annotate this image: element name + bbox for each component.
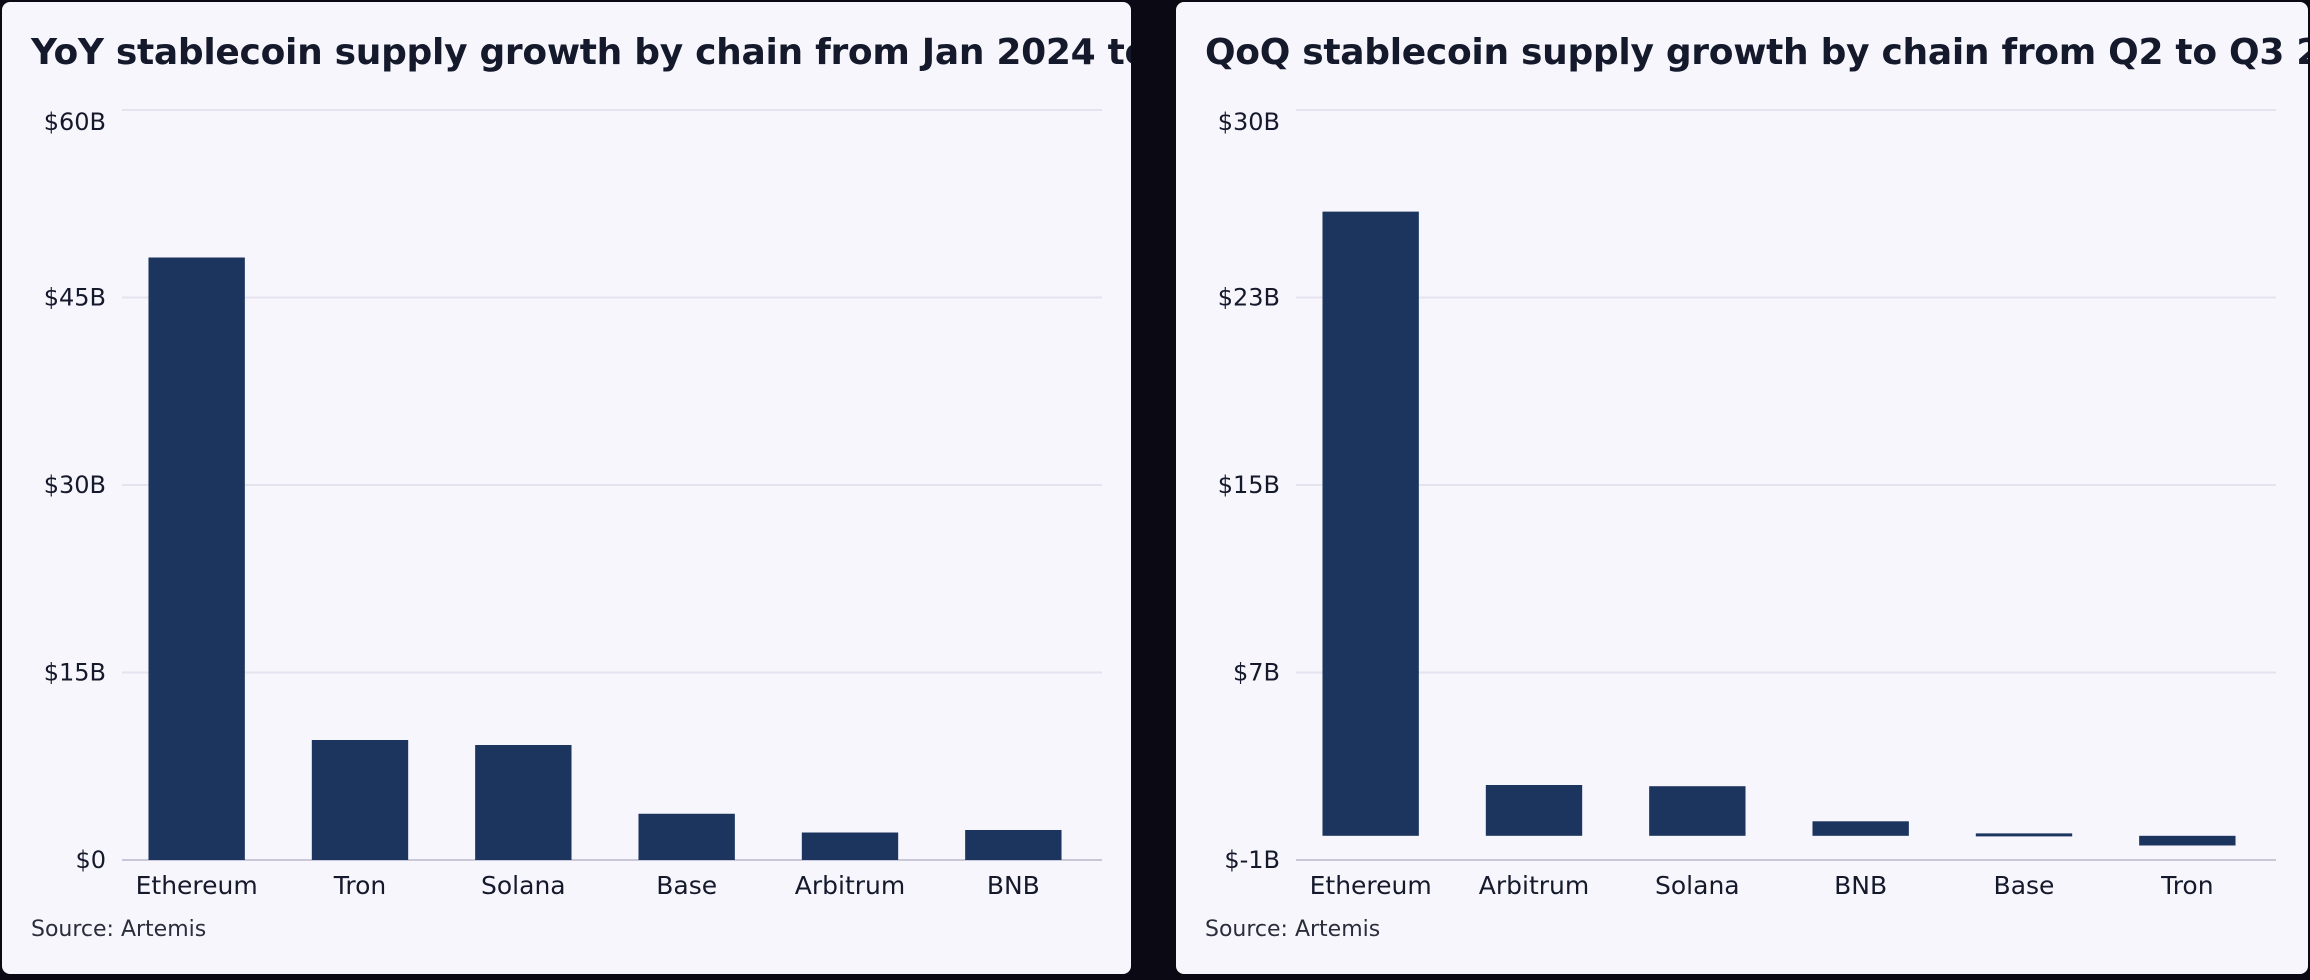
- x-tick-label: Solana: [1655, 871, 1740, 900]
- x-tick-label: BNB: [1834, 871, 1887, 900]
- bar-arbitrum: [1485, 785, 1583, 836]
- y-tick-label: $30B: [1218, 108, 1280, 136]
- y-tick-label: $60B: [44, 108, 106, 136]
- chart-source: Source: Artemis: [1205, 917, 1381, 942]
- bar-tron: [311, 740, 409, 860]
- x-tick-label: Ethereum: [136, 871, 258, 900]
- x-tick-label: BNB: [987, 871, 1040, 900]
- x-tick-label: Base: [656, 871, 717, 900]
- bar-chart-yoy: $0 $15B $30B $45B $60B Ethereum Tron Solana Base…: [44, 108, 1102, 900]
- bar-tron: [2139, 835, 2236, 846]
- chart-panel-qoq: QoQ stablecoin supply growth by chain fr…: [1176, 2, 2308, 974]
- chart-title: YoY stablecoin supply growth by chain fr…: [31, 32, 1131, 73]
- bar-ethereum: [1322, 211, 1419, 836]
- y-tick-label: $15B: [44, 659, 106, 687]
- bar-bnb: [965, 830, 1062, 860]
- bar-arbitrum: [801, 832, 899, 860]
- chart-source: Source: Artemis: [31, 917, 207, 942]
- y-tick-label: $45B: [44, 284, 106, 312]
- x-tick-label: Arbitrum: [795, 871, 905, 900]
- x-tick-label: Tron: [2160, 871, 2213, 900]
- bar-ethereum: [148, 257, 245, 860]
- y-tick-label: $15B: [1218, 471, 1280, 499]
- x-tick-label: Solana: [481, 871, 566, 900]
- bar-bnb: [1812, 821, 1909, 836]
- x-tick-label: Ethereum: [1310, 871, 1432, 900]
- bar-base: [1975, 833, 2073, 837]
- y-tick-label: $0: [75, 846, 106, 874]
- y-tick-label: $7B: [1233, 659, 1280, 687]
- bar-chart-qoq: $-1B $7B $15B $23B $30B Ethereum Arbitrum Solan…: [1218, 108, 2276, 900]
- x-tick-label: Tron: [333, 871, 386, 900]
- y-tick-label: $30B: [44, 471, 106, 499]
- x-tick-label: Base: [1994, 871, 2055, 900]
- chart-panel-yoy: YoY stablecoin supply growth by chain fr…: [2, 2, 1131, 974]
- chart-title: QoQ stablecoin supply growth by chain fr…: [1205, 32, 2308, 73]
- y-tick-label: $23B: [1218, 284, 1280, 312]
- bar-base: [638, 813, 735, 860]
- y-tick-label: $-1B: [1224, 846, 1280, 874]
- bar-solana: [475, 745, 572, 860]
- x-tick-label: Arbitrum: [1479, 871, 1589, 900]
- bar-solana: [1649, 786, 1746, 836]
